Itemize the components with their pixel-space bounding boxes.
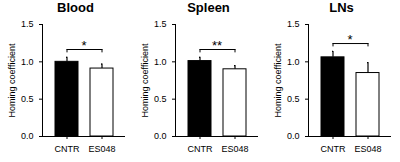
svg-text:1.0: 1.0 [21,57,34,67]
svg-text:ES048: ES048 [221,144,248,154]
svg-text:0.0: 0.0 [21,131,34,141]
svg-text:*: * [347,32,352,47]
svg-text:ES048: ES048 [88,144,115,154]
svg-text:1.0: 1.0 [287,57,300,67]
svg-text:1.0: 1.0 [154,57,167,67]
svg-text:Homing coefficient: Homing coefficient [7,43,17,117]
svg-text:0.5: 0.5 [154,94,167,104]
svg-text:0.5: 0.5 [287,94,300,104]
svg-text:1.5: 1.5 [21,19,34,29]
svg-text:0.0: 0.0 [287,131,300,141]
svg-text:0.5: 0.5 [21,94,34,104]
svg-text:**: ** [212,38,222,53]
svg-text:ES048: ES048 [354,144,381,154]
svg-text:Homing coefficient: Homing coefficient [140,43,150,117]
svg-text:*: * [81,38,86,53]
svg-text:1.5: 1.5 [154,19,167,29]
svg-text:1.5: 1.5 [287,19,300,29]
html-text:Blood: Blood [57,0,94,15]
svg-text:Homing coefficient: Homing coefficient [273,43,283,117]
html-text:Spleen: Spleen [187,0,230,15]
svg-text:CNTR: CNTR [55,144,80,154]
html-text:LNs: LNs [329,0,354,15]
svg-text:CNTR: CNTR [321,144,346,154]
svg-text:0.0: 0.0 [154,131,167,141]
svg-text:CNTR: CNTR [188,144,213,154]
